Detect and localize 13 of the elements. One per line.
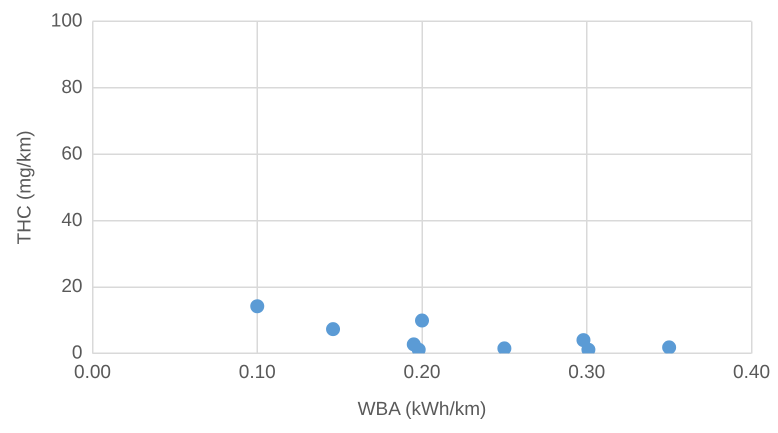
x-tick-label: 0.20 [404,362,440,384]
x-tick-label: 0.00 [74,362,111,384]
y-tick-label: 20 [61,276,82,298]
x-tick-label: 0.10 [238,362,276,384]
y-tick-label: 80 [61,77,82,98]
x-tick-label: 0.30 [568,362,606,384]
x-axis-title: WBA (kWh/km) [358,398,486,420]
y-tick-label: 40 [61,210,82,231]
x-tick-label: 0.40 [733,362,770,384]
y-axis-title: THC (mg/km) [14,130,36,244]
y-tick-label: 100 [50,10,82,32]
y-tick-label: 60 [61,143,82,164]
y-tick-label: 0 [72,342,82,364]
